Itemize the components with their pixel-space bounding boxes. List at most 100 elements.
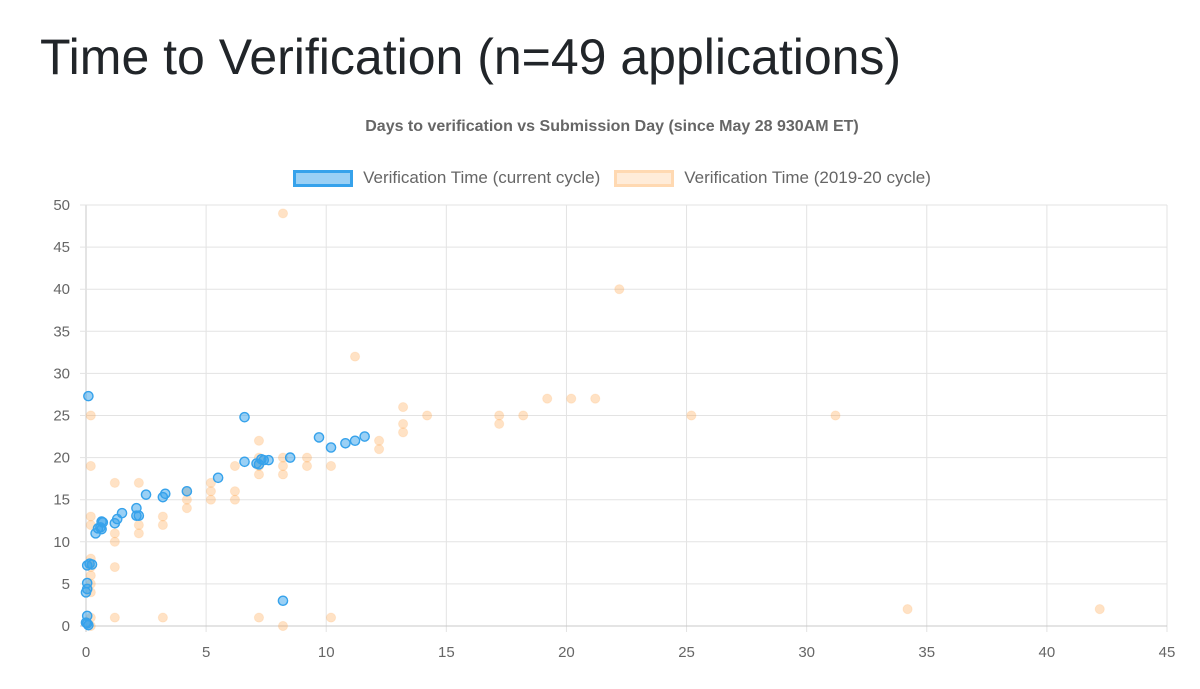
data-point-current-cycle [263, 454, 274, 466]
data-point-current-cycle [239, 456, 250, 468]
data-point-current-cycle [80, 587, 92, 598]
chart-legend: Verification Time (current cycle) Verifi… [0, 168, 1200, 188]
data-point-2019-20-cycle [518, 410, 529, 421]
data-point-2019-20-cycle [157, 612, 168, 623]
data-point-2019-20-cycle [253, 612, 265, 623]
data-point-current-cycle [349, 435, 361, 447]
legend-swatch-current-cycle [293, 169, 354, 187]
data-point-2019-20-cycle [205, 486, 217, 497]
data-point-2019-20-cycle [1094, 604, 1105, 615]
data-point-2019-20-cycle [590, 393, 601, 404]
data-point-2019-20-cycle [349, 351, 361, 362]
x-tick-label: 35 [918, 644, 935, 661]
data-point-2019-20-cycle [109, 561, 120, 573]
x-tick-label: 15 [438, 644, 455, 661]
data-point-2019-20-cycle [277, 469, 289, 480]
legend-swatch-2019-20-cycle [614, 169, 675, 187]
page-title: Time to Verification (n=49 applications) [40, 29, 902, 85]
x-tick-label: 20 [558, 644, 575, 661]
x-tick-label: 40 [1039, 644, 1056, 661]
data-point-2019-20-cycle [85, 460, 96, 472]
data-point-current-cycle [140, 489, 152, 500]
data-point-2019-20-cycle [397, 401, 409, 413]
data-point-2019-20-cycle [157, 519, 168, 531]
data-point-current-cycle [159, 488, 171, 500]
x-tick-label: 0 [82, 644, 90, 661]
y-tick-label: 15 [53, 492, 70, 509]
data-point-current-cycle [239, 411, 250, 423]
data-point-2019-20-cycle [133, 528, 144, 539]
y-tick-label: 40 [53, 281, 70, 298]
data-point-2019-20-cycle [614, 284, 625, 295]
data-point-2019-20-cycle [253, 469, 265, 480]
y-tick-label: 30 [53, 365, 70, 382]
data-point-2019-20-cycle [109, 612, 120, 623]
y-tick-label: 50 [53, 197, 70, 214]
legend-item-current-cycle[interactable]: Verification Time (current cycle) [293, 168, 600, 188]
data-point-current-cycle [359, 431, 370, 442]
data-point-current-cycle [83, 390, 94, 402]
y-tick-label: 10 [53, 534, 70, 551]
data-point-2019-20-cycle [902, 604, 913, 615]
x-tick-label: 45 [1159, 644, 1176, 661]
data-point-2019-20-cycle [277, 460, 289, 472]
x-tick-label: 30 [798, 644, 815, 661]
data-point-current-cycle [181, 485, 193, 497]
data-point-current-cycle [212, 472, 224, 484]
data-point-2019-20-cycle [109, 477, 120, 488]
data-point-2019-20-cycle [133, 519, 144, 531]
chart-title: Days to verification vs Submission Day (… [365, 118, 859, 135]
data-point-2019-20-cycle [422, 410, 433, 421]
y-tick-label: 20 [53, 450, 70, 467]
data-point-current-cycle [340, 437, 351, 449]
data-point-2019-20-cycle [301, 452, 313, 463]
data-point-2019-20-cycle [205, 494, 217, 505]
data-point-2019-20-cycle [181, 503, 192, 514]
legend-label-current-cycle: Verification Time (current cycle) [363, 168, 601, 187]
data-point-current-cycle [86, 559, 98, 570]
data-point-2019-20-cycle [229, 460, 241, 472]
data-point-2019-20-cycle [133, 477, 144, 488]
data-point-2019-20-cycle [85, 511, 96, 522]
y-tick-label: 45 [53, 239, 70, 256]
data-point-2019-20-cycle [253, 435, 265, 446]
x-tick-label: 5 [202, 644, 210, 661]
data-point-2019-20-cycle [373, 435, 385, 446]
data-point-current-cycle [284, 452, 296, 463]
data-point-2019-20-cycle [325, 612, 337, 623]
data-point-2019-20-cycle [686, 410, 697, 421]
data-point-current-cycle [313, 432, 325, 443]
legend-item-2019-20-cycle[interactable]: Verification Time (2019-20 cycle) [614, 168, 931, 188]
data-point-current-cycle [277, 595, 289, 607]
y-tick-label: 35 [53, 323, 70, 340]
data-point-current-cycle [133, 510, 145, 521]
data-point-2019-20-cycle [277, 620, 289, 632]
legend-label-2019-20-cycle: Verification Time (2019-20 cycle) [684, 168, 931, 187]
data-point-2019-20-cycle [325, 460, 337, 472]
data-point-2019-20-cycle [494, 410, 505, 421]
data-point-2019-20-cycle [205, 477, 217, 488]
data-point-2019-20-cycle [157, 511, 168, 522]
data-point-2019-20-cycle [229, 486, 241, 497]
data-point-2019-20-cycle [494, 418, 505, 430]
data-point-current-cycle [325, 442, 337, 453]
data-point-2019-20-cycle [542, 393, 553, 404]
data-point-2019-20-cycle [109, 536, 120, 547]
data-point-2019-20-cycle [830, 410, 841, 421]
data-point-current-cycle [83, 619, 94, 631]
data-point-2019-20-cycle [566, 393, 577, 404]
data-point-2019-20-cycle [85, 410, 96, 421]
data-point-2019-20-cycle [229, 494, 241, 505]
data-point-2019-20-cycle [277, 208, 289, 219]
x-tick-label: 25 [678, 644, 695, 661]
data-point-2019-20-cycle [301, 460, 313, 472]
y-tick-label: 0 [62, 618, 70, 635]
data-point-current-cycle [96, 516, 107, 527]
data-point-current-cycle [116, 507, 128, 519]
y-tick-label: 25 [53, 408, 70, 425]
data-point-2019-20-cycle [373, 444, 385, 455]
data-point-2019-20-cycle [109, 528, 120, 539]
data-point-2019-20-cycle [397, 418, 409, 430]
x-tick-label: 10 [318, 644, 335, 661]
